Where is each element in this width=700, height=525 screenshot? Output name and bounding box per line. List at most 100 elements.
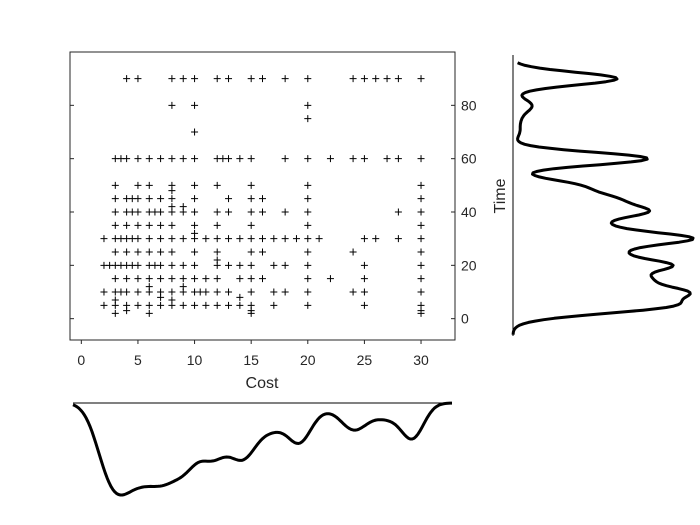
scatter-point [168, 221, 176, 229]
scatter-point [145, 235, 153, 243]
scatter-point [236, 261, 244, 269]
scatter-point [157, 155, 165, 163]
scatter-point [259, 195, 266, 203]
scatter-point [157, 261, 165, 269]
scatter-point [202, 288, 210, 296]
scatter-point [179, 301, 187, 309]
scatter-point [202, 275, 210, 283]
scatter-point [191, 221, 199, 229]
scatter-points [100, 75, 425, 317]
scatter-point [360, 261, 368, 269]
scatter-point [145, 275, 153, 283]
scatter-point [145, 181, 153, 189]
scatter-point [225, 155, 233, 163]
scatter-point [360, 235, 368, 243]
scatter-point [360, 155, 368, 163]
scatter-point [281, 155, 289, 163]
scatter-point [111, 309, 119, 317]
scatter-point [134, 301, 142, 309]
scatter-point [315, 235, 323, 243]
scatter-point [417, 275, 425, 283]
scatter-point [225, 75, 233, 83]
scatter-point [191, 181, 199, 189]
scatter-point [304, 208, 312, 216]
scatter-point [111, 195, 119, 203]
scatter-point [236, 293, 244, 301]
scatter-point [134, 181, 142, 189]
scatter-point [145, 195, 153, 203]
scatter-point [304, 261, 312, 269]
x-tick-label: 15 [243, 352, 259, 368]
x-tick-label: 0 [77, 352, 85, 368]
scatter-point [360, 75, 368, 83]
y-tick-label: 40 [461, 204, 477, 220]
scatter-point [168, 101, 176, 109]
scatter-point [360, 275, 368, 283]
scatter-point [270, 261, 278, 269]
scatter-point [213, 288, 221, 296]
scatter-point [225, 301, 233, 309]
scatter-point [247, 195, 255, 203]
scatter-point [259, 208, 266, 216]
scatter-point [134, 248, 142, 256]
scatter-point [123, 288, 131, 296]
scatter-point [168, 261, 176, 269]
scatter-point [134, 261, 142, 269]
scatter-point [247, 155, 255, 163]
cost-density-curve [72, 401, 452, 497]
scatter-point [247, 75, 255, 83]
scatter-point [191, 275, 199, 283]
scatter-point [247, 275, 255, 283]
scatter-point [168, 296, 176, 304]
scatter-point [304, 235, 312, 243]
scatter-point [304, 275, 312, 283]
scatter-point [111, 181, 119, 189]
scatter-point [191, 101, 199, 109]
scatter-point [179, 275, 187, 283]
scatter-point [417, 307, 425, 315]
scatter-point [157, 301, 165, 309]
x-tick-label: 5 [134, 352, 142, 368]
scatter-point [191, 75, 199, 83]
scatter-point [168, 195, 176, 203]
scatter-point [281, 208, 289, 216]
scatter-point [304, 181, 312, 189]
scatter-point [168, 155, 176, 163]
scatter-point [225, 288, 233, 296]
scatter-point [100, 288, 108, 296]
scatter-point [270, 235, 278, 243]
scatter-point [179, 75, 187, 83]
scatter-point [225, 208, 233, 216]
scatter-point [111, 296, 119, 304]
scatter-point [247, 235, 255, 243]
scatter-point [213, 75, 221, 83]
scatter-point [213, 248, 221, 256]
scatter-point [360, 288, 368, 296]
scatter-point [417, 181, 425, 189]
scatter-point [123, 275, 131, 283]
scatter-point [270, 288, 278, 296]
scatter-point [157, 275, 165, 283]
scatter-point [123, 155, 131, 163]
scatter-point [304, 288, 312, 296]
y-tick-label: 0 [461, 311, 469, 327]
scatter-point [326, 275, 334, 283]
scatter-point [111, 221, 119, 229]
x-tick-label: 30 [413, 352, 429, 368]
scatter-point [247, 261, 255, 269]
scatter-point [372, 75, 380, 83]
cost-density-marginal [72, 401, 452, 497]
scatter-point [179, 155, 187, 163]
scatter-point [304, 195, 312, 203]
scatter-point [247, 208, 255, 216]
scatter-point [213, 256, 221, 264]
scatter-point [191, 248, 199, 256]
scatter-point [225, 261, 233, 269]
scatter-point [111, 208, 119, 216]
y-axis-label: Time [492, 178, 509, 213]
scatter-point [134, 235, 142, 243]
scatter-point [145, 283, 153, 291]
scatter-point [191, 195, 199, 203]
scatter-point [202, 301, 210, 309]
